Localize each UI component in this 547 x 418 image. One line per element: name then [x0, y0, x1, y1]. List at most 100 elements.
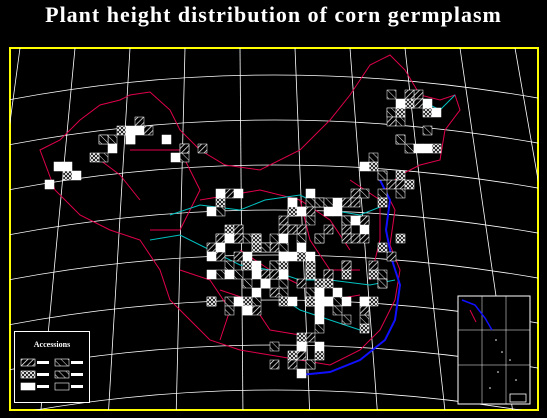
- legend-swatch: [20, 358, 36, 367]
- accession-cell: [314, 278, 325, 289]
- accession-cell: [224, 224, 235, 235]
- accession-cell: [134, 125, 145, 136]
- accession-cell: [323, 197, 334, 208]
- accession-cell: [215, 233, 226, 244]
- accession-cell: [251, 260, 262, 271]
- accession-cell: [377, 170, 388, 181]
- accession-cell: [395, 179, 406, 190]
- accession-cell: [332, 287, 343, 298]
- accession-cell: [287, 350, 298, 361]
- accession-cell: [224, 269, 235, 280]
- accession-cell: [224, 296, 235, 307]
- accession-cell: [98, 134, 109, 145]
- accession-cell: [386, 179, 397, 190]
- accession-cell: [368, 152, 379, 163]
- accession-cell: [314, 350, 325, 361]
- accession-cell: [404, 179, 415, 190]
- legend-class-label: [71, 385, 83, 388]
- accession-cell: [44, 179, 55, 190]
- accession-cell: [215, 197, 226, 208]
- accession-cell: [368, 260, 379, 271]
- legend-class-label: [37, 385, 49, 388]
- accession-cell: [269, 269, 280, 280]
- accession-cell: [260, 242, 271, 253]
- accession-cell: [89, 152, 100, 163]
- accession-cell: [422, 143, 433, 154]
- accession-cell: [269, 233, 280, 244]
- accession-cell: [251, 287, 262, 298]
- accession-cell: [377, 188, 388, 199]
- accession-cell: [215, 188, 226, 199]
- accession-cell: [296, 233, 307, 244]
- legend-swatch: [54, 370, 70, 379]
- accession-cell: [215, 269, 226, 280]
- accession-cell: [269, 260, 280, 271]
- accession-cell: [296, 251, 307, 262]
- accession-cell: [206, 251, 217, 262]
- accession-cell: [233, 233, 244, 244]
- legend-swatch: [54, 358, 70, 367]
- accession-cell: [242, 296, 253, 307]
- accession-cell: [395, 98, 406, 109]
- accession-cell: [278, 251, 289, 262]
- accession-cell: [305, 206, 316, 217]
- accession-cell: [422, 125, 433, 136]
- accession-cell: [314, 296, 325, 307]
- accession-cell: [116, 125, 127, 136]
- accession-cell: [431, 107, 442, 118]
- accession-cell: [269, 359, 280, 370]
- accession-cell: [395, 116, 406, 127]
- accession-cell: [287, 197, 298, 208]
- accession-cell: [233, 188, 244, 199]
- accession-cell: [377, 242, 388, 253]
- accession-cell: [269, 341, 280, 352]
- accession-cell: [395, 233, 406, 244]
- accession-cell: [413, 98, 424, 109]
- accession-cell: [386, 116, 397, 127]
- accession-cell: [305, 359, 316, 370]
- accession-cell: [350, 197, 361, 208]
- accession-cell: [314, 233, 325, 244]
- accession-cell: [386, 107, 397, 118]
- accession-cell: [359, 233, 370, 244]
- accession-cell: [413, 89, 424, 100]
- accession-cell: [242, 260, 253, 271]
- accession-cell: [323, 269, 334, 280]
- accession-cell: [305, 197, 316, 208]
- legend-swatch: [20, 382, 36, 391]
- accession-cell: [359, 224, 370, 235]
- map-frame: [9, 47, 539, 411]
- accession-cell: [224, 260, 235, 271]
- accession-cell: [287, 359, 298, 370]
- accession-cell: [359, 305, 370, 316]
- accession-cell: [431, 143, 442, 154]
- accession-cell: [323, 296, 334, 307]
- accession-cell: [332, 296, 343, 307]
- accession-cell: [143, 125, 154, 136]
- accession-cell: [278, 215, 289, 226]
- accession-cell: [305, 215, 316, 226]
- accession-cell: [242, 305, 253, 316]
- accession-cell: [305, 332, 316, 343]
- accession-cell: [206, 269, 217, 280]
- accession-cell: [350, 233, 361, 244]
- accession-cell: [287, 251, 298, 262]
- accession-cell: [269, 242, 280, 253]
- legend-box: Accessions: [14, 331, 90, 403]
- accession-cell: [305, 251, 316, 262]
- accession-cell: [278, 260, 289, 271]
- accession-cell: [359, 323, 370, 334]
- accession-cell: [359, 296, 370, 307]
- legend-class-label: [37, 361, 49, 364]
- accession-cell: [395, 107, 406, 118]
- accession-cell: [404, 98, 415, 109]
- accession-cell: [305, 296, 316, 307]
- accession-cell: [206, 242, 217, 253]
- accession-cell: [125, 134, 136, 145]
- accession-cell: [314, 323, 325, 334]
- accession-cell: [287, 206, 298, 217]
- accession-cell: [314, 197, 325, 208]
- accession-cell: [296, 350, 307, 361]
- accession-cell: [224, 233, 235, 244]
- legend-swatch: [20, 370, 36, 379]
